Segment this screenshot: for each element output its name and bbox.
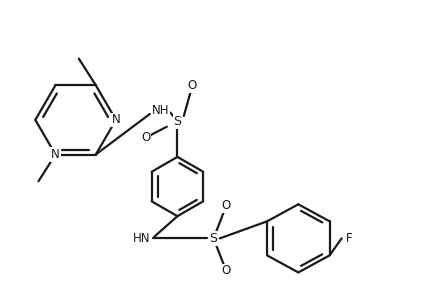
Text: S: S [173,115,181,128]
Text: O: O [141,131,150,144]
Text: O: O [187,79,196,92]
Text: N: N [51,148,60,161]
Text: N: N [111,113,120,126]
Text: O: O [221,264,230,277]
Text: O: O [221,199,230,212]
Text: F: F [345,232,352,245]
Text: HN: HN [132,232,150,245]
Text: NH: NH [151,104,169,118]
Text: S: S [209,232,217,245]
